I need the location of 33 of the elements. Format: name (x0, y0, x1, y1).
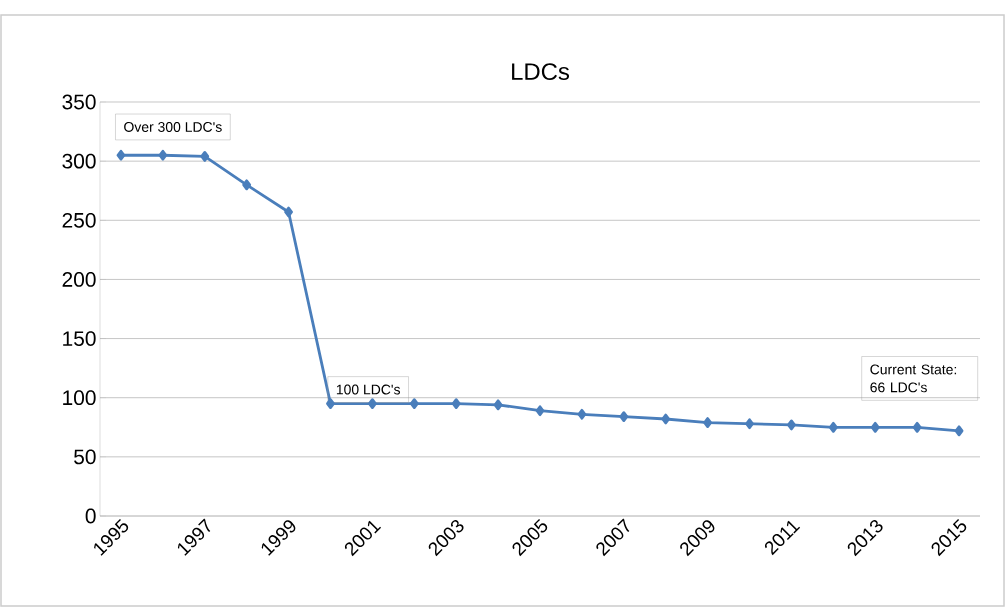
point (158, 149, 168, 161)
annotation: 100 LDC's (336, 384, 400, 395)
annotation: Current State: 66 LDC's (870, 364, 957, 393)
point (703, 417, 713, 428)
point (787, 419, 796, 431)
y-tick-label: 300 (62, 153, 96, 169)
point (409, 398, 419, 410)
annotation: Over 300 LDC's (124, 122, 222, 132)
point (284, 206, 293, 218)
y-tick-label: 250 (62, 212, 96, 228)
point (535, 405, 545, 417)
y-tick-label: 50 (74, 449, 96, 465)
point (745, 418, 754, 430)
y-tick-label: 150 (63, 331, 96, 346)
point (577, 408, 587, 420)
y-tick-label: 350 (62, 94, 96, 110)
point (828, 421, 838, 433)
y-tick-label: 100 (63, 390, 96, 406)
point (451, 398, 461, 410)
point (912, 421, 922, 433)
point (954, 425, 964, 437)
point (116, 149, 126, 161)
point (619, 411, 629, 423)
chart-title: LDCs (512, 63, 570, 81)
point (200, 151, 210, 162)
point (242, 179, 252, 191)
point (326, 398, 335, 410)
point (870, 421, 880, 433)
point (367, 398, 377, 410)
y-tick-label: 0 (85, 508, 96, 524)
y-tick-label: 200 (62, 272, 96, 287)
point (661, 413, 671, 425)
point (493, 399, 503, 411)
